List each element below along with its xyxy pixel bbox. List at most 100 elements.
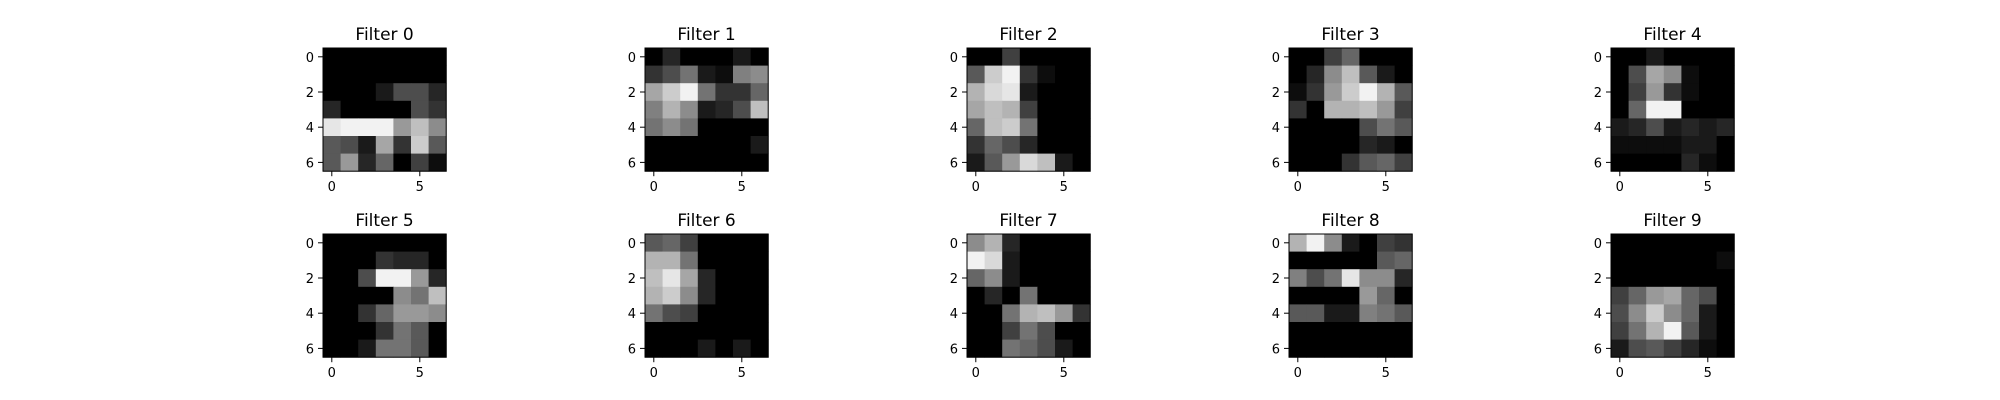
heatmap-cell	[1072, 136, 1091, 154]
heatmap-cell	[1019, 136, 1038, 154]
heatmap-cell	[984, 48, 1003, 66]
heatmap-cell	[411, 153, 429, 172]
heatmap-cell	[1394, 153, 1413, 172]
heatmap-cell	[1611, 286, 1629, 305]
heatmap-cell	[680, 65, 699, 84]
heatmap-cell	[323, 83, 341, 102]
axes-frame	[1288, 47, 1413, 172]
panel-title: Filter 8	[1321, 211, 1379, 231]
heatmap-cell	[1306, 65, 1325, 84]
heatmap-cell	[1055, 65, 1073, 84]
heatmap-cell	[967, 304, 985, 323]
heatmap-cell	[1072, 339, 1091, 358]
heatmap-cell	[1394, 269, 1413, 288]
heatmap-cell	[1394, 118, 1413, 137]
x-tick-label: 0	[1616, 180, 1624, 195]
heatmap-cell	[1628, 48, 1647, 66]
heatmap-cell	[1072, 153, 1091, 172]
heatmap-cell	[1055, 339, 1073, 358]
heatmap-cell	[1055, 83, 1073, 102]
heatmap-cell	[645, 65, 663, 84]
x-tick-label: 5	[416, 180, 424, 195]
heatmap-cell	[1055, 48, 1073, 66]
heatmap-cell	[984, 118, 1003, 137]
y-tick-label: 4	[1594, 307, 1602, 322]
heatmap-cell	[358, 339, 377, 358]
axes-frame	[644, 233, 769, 358]
heatmap-cell	[428, 269, 447, 288]
heatmap-cell	[984, 136, 1003, 154]
y-tick-label: 6	[950, 156, 958, 171]
heatmap-cell	[984, 304, 1003, 323]
heatmap-cell	[1628, 65, 1647, 84]
heatmap-cell	[680, 251, 699, 270]
heatmap-cell	[358, 286, 377, 305]
panel-title: Filter 0	[355, 25, 413, 45]
heatmap-cell	[393, 234, 412, 252]
heatmap-cell	[375, 153, 394, 172]
heatmap-cell	[1663, 48, 1682, 66]
y-tick-label: 0	[628, 51, 636, 66]
y-tick-label: 2	[1272, 86, 1280, 101]
heatmap-cell	[1699, 153, 1717, 172]
heatmap-cell	[1359, 286, 1378, 305]
y-tick-label: 2	[306, 272, 314, 287]
heatmap-cell	[1019, 100, 1038, 119]
heatmap-cell	[411, 234, 429, 252]
heatmap-cell	[697, 153, 716, 172]
heatmap-cell	[1359, 65, 1378, 84]
heatmap-cell	[1019, 322, 1038, 340]
heatmap-cell	[645, 118, 663, 137]
heatmap-cell	[1628, 136, 1647, 154]
heatmap-cell	[393, 251, 412, 270]
heatmap-cell	[1289, 118, 1307, 137]
heatmap-cell	[645, 322, 663, 340]
y-tick-label: 6	[1594, 342, 1602, 357]
heatmap-cell	[1377, 339, 1395, 358]
heatmap-cell	[1037, 118, 1056, 137]
heatmap-cell	[1359, 304, 1378, 323]
heatmap-cell	[1055, 322, 1073, 340]
x-tick-label: 0	[972, 366, 980, 381]
heatmap-cell	[1716, 339, 1735, 358]
heatmap-cell	[1663, 304, 1682, 323]
heatmap-cell	[1611, 118, 1629, 137]
heatmap-cell	[1699, 251, 1717, 270]
heatmap-cell	[393, 136, 412, 154]
panel-title: Filter 1	[677, 25, 735, 45]
heatmap-panel: Filter 3 0 5 0 2 4 6	[1272, 25, 1413, 195]
heatmap-cell	[967, 322, 985, 340]
x-tick-label: 0	[1616, 366, 1624, 381]
heatmap-cell	[733, 118, 751, 137]
heatmap-cell	[715, 118, 734, 137]
heatmap-cell	[715, 286, 734, 305]
heatmap-cell	[1055, 136, 1073, 154]
x-tick-label: 0	[328, 366, 336, 381]
heatmap-cell	[662, 304, 681, 323]
heatmap-cell	[358, 100, 377, 119]
y-tick-label: 0	[950, 51, 958, 66]
heatmap-cell	[1002, 234, 1021, 252]
heatmap-cell	[1681, 304, 1700, 323]
x-tick-label: 0	[650, 366, 658, 381]
heatmap-cell	[1324, 339, 1343, 358]
heatmap-cell	[1646, 339, 1665, 358]
heatmap-cell	[715, 322, 734, 340]
y-tick-label: 6	[1272, 342, 1280, 357]
heatmap-cell	[715, 136, 734, 154]
heatmap-cell	[1663, 269, 1682, 288]
heatmap-cell	[1716, 153, 1735, 172]
heatmap-cell	[1002, 322, 1021, 340]
heatmap-cell	[1037, 65, 1056, 84]
heatmap-cell	[1341, 304, 1360, 323]
heatmap-cell	[375, 136, 394, 154]
y-tick-label: 4	[1272, 121, 1280, 136]
heatmap-cell	[1359, 322, 1378, 340]
x-tick-label: 5	[1060, 180, 1068, 195]
heatmap-cell	[1394, 234, 1413, 252]
heatmap-cell	[733, 286, 751, 305]
heatmap-cell	[1289, 234, 1307, 252]
heatmap-cell	[323, 234, 341, 252]
heatmap-cell	[375, 251, 394, 270]
heatmap-cell	[1324, 48, 1343, 66]
